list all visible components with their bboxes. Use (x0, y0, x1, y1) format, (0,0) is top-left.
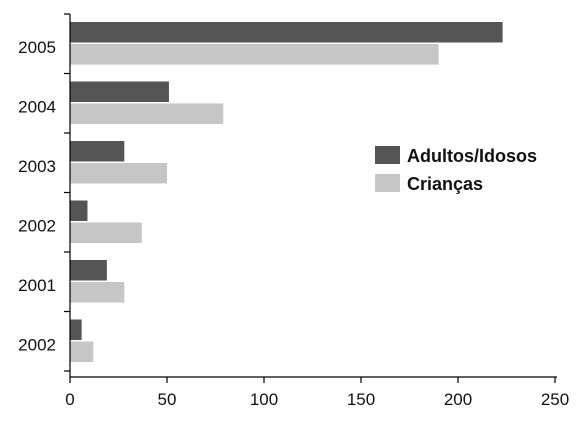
bar-series-2-2 (70, 163, 167, 184)
legend: Adultos/Idosos Crianças (375, 146, 537, 194)
bar-series-1-0 (70, 22, 503, 43)
y-tick-label: 2005 (18, 38, 56, 57)
x-tick-label: 200 (444, 390, 472, 409)
x-tick-label: 0 (65, 390, 74, 409)
legend-label-1: Adultos/Idosos (407, 146, 537, 166)
ticks-layer: 2005 2004 2003 2002 2001 2002 0 50 100 150 200 250 (18, 13, 569, 409)
y-tick-label: 2004 (18, 98, 56, 117)
y-tick-label: 2002 (18, 217, 56, 236)
axes-layer (69, 14, 557, 378)
bar-series-1-2 (70, 141, 125, 162)
y-tick-label: 2003 (18, 157, 56, 176)
bar-series-2-1 (70, 103, 224, 124)
x-tick-label: 150 (347, 390, 375, 409)
legend-swatch-1 (375, 146, 400, 164)
bar-series-2-5 (70, 341, 94, 362)
x-tick-label: 50 (158, 390, 177, 409)
bar-series-2-0 (70, 44, 439, 65)
legend-swatch-2 (375, 174, 400, 192)
bar-series-1-1 (70, 81, 169, 102)
x-tick-label: 100 (250, 390, 278, 409)
bar-series-2-3 (70, 222, 142, 243)
y-tick-label: 2002 (18, 336, 56, 355)
x-tick-label: 250 (541, 390, 569, 409)
y-tick-label: 2001 (18, 276, 56, 295)
bars-layer (70, 22, 503, 362)
bar-series-1-5 (70, 319, 82, 340)
bar-series-1-4 (70, 260, 107, 281)
bar-series-1-3 (70, 200, 88, 221)
legend-label-2: Crianças (407, 174, 483, 194)
bar-series-2-4 (70, 282, 125, 303)
